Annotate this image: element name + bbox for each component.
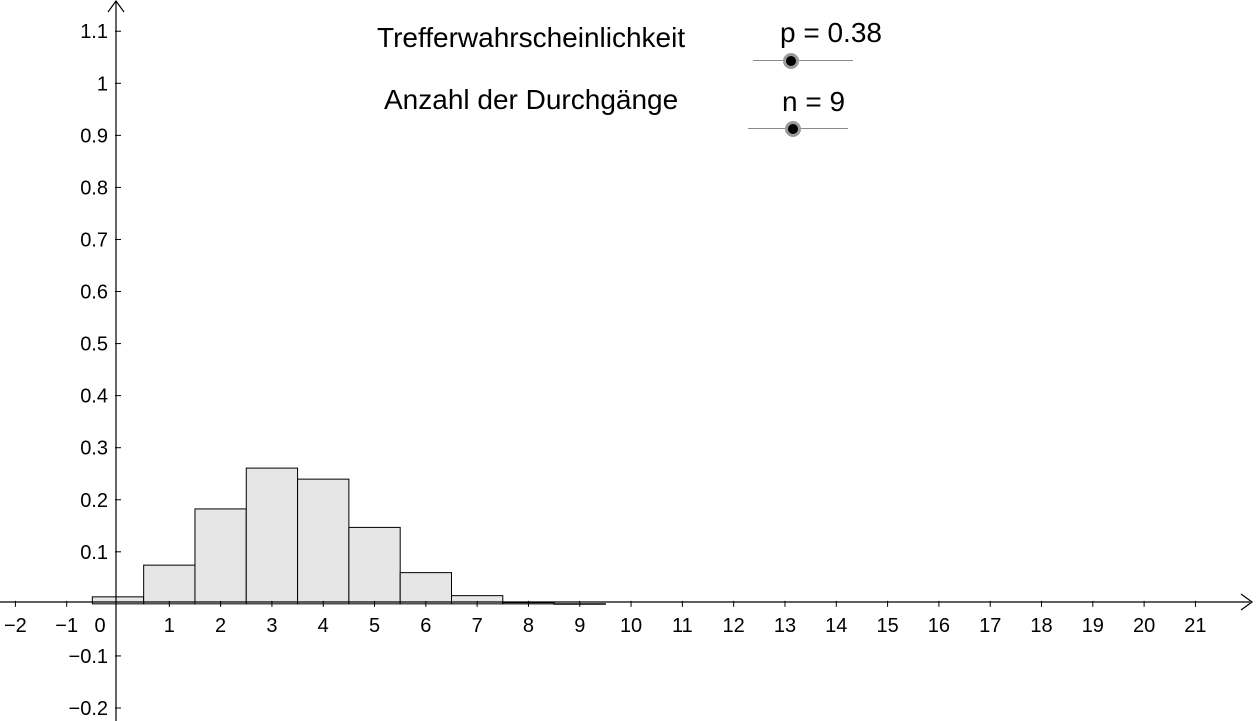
bar-2: [194, 508, 247, 605]
y-tick-label: −0.2: [69, 698, 108, 720]
x-tick-label: 13: [774, 615, 796, 637]
y-tick-label: 0.5: [80, 334, 108, 356]
x-tick-label: 9: [574, 615, 585, 637]
x-axis-arrow: [1240, 593, 1254, 611]
x-tick-label: −2: [4, 615, 27, 637]
p-slider-value: p = 0.38: [780, 17, 882, 48]
x-tick-label: −1: [55, 615, 78, 637]
y-tick-label: 0.1: [80, 542, 108, 564]
x-tick-label: 7: [472, 615, 483, 637]
p-slider-label: Trefferwahrscheinlichkeit: [377, 22, 686, 53]
x-tick-label: 10: [620, 615, 642, 637]
x-tick-label: 21: [1184, 615, 1206, 637]
x-tick-label: 17: [979, 615, 1001, 637]
bar-6: [399, 572, 452, 605]
y-tick-label: 0.2: [80, 490, 108, 512]
y-tick-label: 0.7: [80, 229, 108, 251]
bar-4: [297, 478, 350, 605]
x-tick-label: 5: [369, 615, 380, 637]
x-tick-label: 2: [215, 615, 226, 637]
y-tick-label: 0.6: [80, 282, 108, 304]
y-tick-label: 0.9: [80, 125, 108, 147]
x-tick-label: 1: [164, 615, 175, 637]
bar-5: [348, 526, 401, 605]
x-tick-label: 0: [94, 615, 105, 637]
x-tick-label: 16: [928, 615, 950, 637]
y-tick-label: 0.4: [80, 386, 108, 408]
y-tick-label: 0.8: [80, 177, 108, 199]
bar-1: [143, 564, 196, 605]
x-tick-label: 8: [523, 615, 534, 637]
n-slider-label: Anzahl der Durchgänge: [384, 84, 679, 115]
x-tick-label: 6: [420, 615, 431, 637]
bars-group: [91, 467, 606, 605]
n-slider-value: n = 9: [782, 86, 846, 117]
x-tick-label: 4: [318, 615, 329, 637]
x-tick-label: 3: [266, 615, 277, 637]
x-ticks-group: −2 −1 0 1 2 3 4 5 6 7 8 9 10 11 12 13 14 15 16 17 18 19 20 21: [4, 600, 1207, 637]
x-tick-label: 19: [1082, 615, 1104, 637]
y-tick-label: 1.1: [80, 21, 108, 43]
x-tick-label: 20: [1133, 615, 1155, 637]
y-tick-label: 1: [97, 73, 108, 95]
x-tick-label: 14: [825, 615, 847, 637]
x-tick-label: 18: [1030, 615, 1052, 637]
x-tick-label: 12: [723, 615, 745, 637]
p-slider-knob[interactable]: [783, 53, 799, 69]
y-axis-arrow: [107, 0, 125, 13]
y-tick-label: 0.3: [80, 438, 108, 460]
x-tick-label: 15: [876, 615, 898, 637]
y-ticks-group: −0.2 −0.1 0.1 0.2 0.3 0.4 0.5 0.6 0.7 0.8 0.9 1 1.1: [69, 21, 122, 720]
y-tick-label: −0.1: [69, 646, 108, 668]
bar-0: [91, 596, 145, 605]
p-slider-track[interactable]: [753, 60, 853, 61]
x-tick-label: 11: [672, 615, 693, 637]
n-slider-knob[interactable]: [785, 121, 801, 137]
bar-3: [245, 467, 299, 605]
